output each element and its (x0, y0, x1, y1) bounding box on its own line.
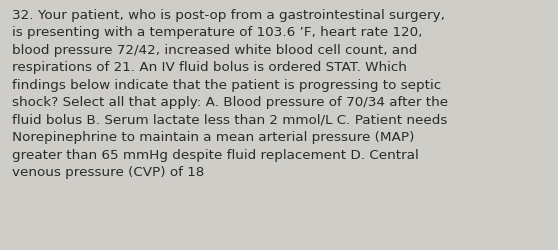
Text: 32. Your patient, who is post-op from a gastrointestinal surgery,
is presenting : 32. Your patient, who is post-op from a … (12, 9, 449, 178)
